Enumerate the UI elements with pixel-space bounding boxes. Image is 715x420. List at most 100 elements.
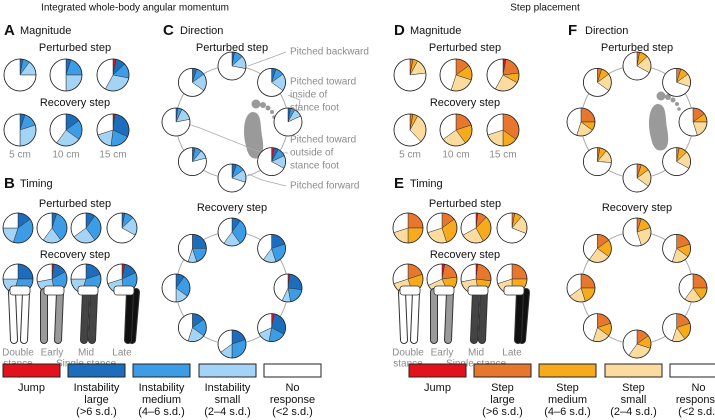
pie-outline: [583, 234, 612, 263]
legend-label: No: [691, 382, 705, 394]
annotation: stance foot: [290, 161, 339, 172]
row-title: Perturbed step: [196, 42, 268, 54]
panel-letter: F: [568, 22, 577, 39]
panel-title: Timing: [410, 178, 443, 190]
legend-label: (<2 s.d.): [678, 406, 715, 418]
pie-outline: [460, 212, 492, 244]
pie-outline: [496, 212, 528, 244]
panel-letter: C: [163, 22, 174, 39]
pie-outline: [70, 212, 102, 244]
panel-title: Direction: [585, 25, 628, 37]
pie-outline: [273, 107, 303, 137]
panel-title: Magnitude: [410, 25, 461, 37]
legend-label: Jump: [18, 382, 45, 394]
legend-label: Instability: [139, 382, 185, 394]
category-label: 15 cm: [99, 150, 126, 161]
row-title: Recovery step: [602, 202, 672, 214]
hip: [9, 285, 31, 296]
category-label: Double: [2, 348, 34, 359]
legend-label: No: [285, 382, 299, 394]
legend-label: response: [270, 394, 315, 406]
pie-outline: [662, 234, 691, 263]
legend-swatch: [67, 363, 126, 378]
category-label: Early: [41, 348, 64, 359]
pie-outline: [583, 147, 612, 176]
leg: [479, 289, 487, 343]
legend-label: (>6 s.d.): [482, 406, 523, 418]
legend-label: Instability: [205, 382, 251, 394]
pie-outline: [392, 212, 424, 244]
pie-outline: [678, 273, 708, 303]
legend-swatch: [2, 363, 61, 378]
foot-right: [649, 91, 681, 151]
annotation: Pitched forward: [290, 181, 359, 192]
panel-letter: A: [4, 22, 15, 39]
legend-label: (>6 s.d.): [76, 406, 117, 418]
pie-outline: [96, 58, 130, 92]
hip: [113, 285, 135, 296]
pie-outline: [486, 113, 520, 147]
pie-outline: [393, 58, 427, 92]
pie-outline: [622, 217, 652, 247]
leg: [515, 289, 523, 343]
panel-title: Direction: [180, 25, 223, 37]
pie-outline: [439, 58, 473, 92]
pie-outline: [566, 107, 596, 137]
leg: [55, 289, 63, 343]
annotation: outside of: [290, 148, 334, 159]
pie-outline: [217, 329, 247, 359]
legend-swatch: [538, 363, 597, 378]
legend-label: Step: [491, 382, 514, 394]
pie-outline: [49, 113, 83, 147]
legend-label: Instability: [74, 382, 120, 394]
pie-outline: [2, 212, 34, 244]
pie-outline: [583, 68, 612, 97]
leg: [399, 289, 407, 343]
pie-outline: [393, 113, 427, 147]
pie-outline: [486, 58, 520, 92]
row-title: Perturbed step: [429, 42, 501, 54]
pie-outline: [96, 113, 130, 147]
leg: [89, 289, 97, 343]
pie-slice: [460, 263, 477, 283]
pie-outline: [257, 234, 286, 263]
legend-swatch: [604, 363, 663, 378]
row-title: Perturbed step: [601, 42, 673, 54]
category-label: 10 cm: [52, 150, 79, 161]
legend-label: Step: [622, 382, 645, 394]
pie-outline: [3, 58, 37, 92]
row-title: Perturbed step: [39, 42, 111, 54]
legend-label: large: [490, 394, 514, 406]
annotation: Pitched toward: [290, 77, 356, 88]
legend-label: (2–4 s.d.): [610, 406, 656, 418]
pie-outline: [583, 313, 612, 342]
panel-letter: B: [4, 175, 15, 192]
pie-slice: [287, 273, 303, 291]
category-label: Double: [392, 348, 424, 359]
pie-slice: [475, 263, 492, 282]
row-title: Recovery step: [430, 249, 500, 261]
category-label: Mid: [468, 348, 484, 359]
leg: [21, 289, 29, 343]
category-label: Early: [431, 348, 454, 359]
pie-outline: [257, 313, 286, 342]
legend-label: (2–4 s.d.): [204, 406, 250, 418]
hip: [433, 285, 455, 296]
legend-swatch: [473, 363, 532, 378]
pie-outline: [439, 113, 473, 147]
hip: [399, 285, 421, 296]
pie-outline: [161, 273, 191, 303]
category-label: 10 cm: [442, 150, 469, 161]
category-label: stance: [393, 359, 423, 370]
row-title: Recovery step: [40, 249, 110, 261]
row-title: Recovery step: [197, 202, 267, 214]
pie-outline: [678, 107, 708, 137]
leg: [519, 289, 529, 343]
pie-outline: [273, 273, 303, 303]
pie-outline: [178, 313, 207, 342]
pie-outline: [566, 273, 596, 303]
row-title: Perturbed step: [39, 198, 111, 210]
pie-outline: [217, 217, 247, 247]
hip: [467, 285, 489, 296]
pie-outline: [178, 68, 207, 97]
